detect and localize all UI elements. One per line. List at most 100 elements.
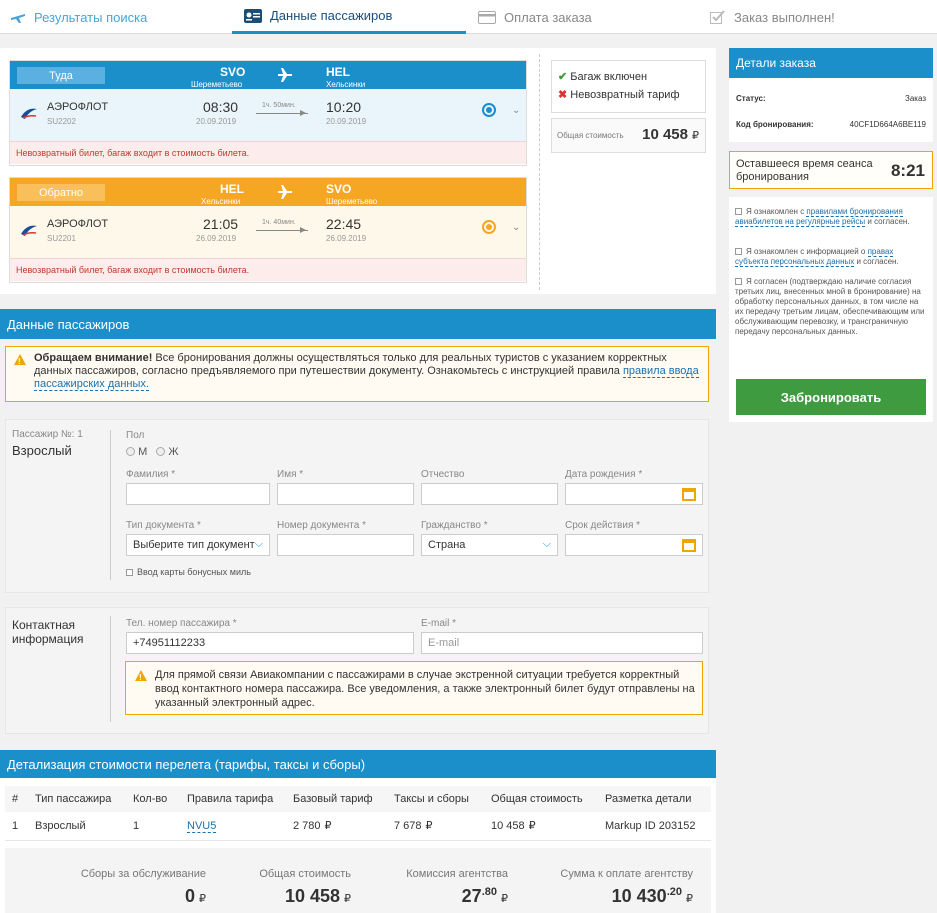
agree-rules: Я ознакомлен с правилами бронирования ав…	[735, 207, 910, 227]
agree-personal-data-checkbox[interactable]	[735, 278, 742, 285]
origin-city: Хельсинки	[201, 197, 241, 206]
rules-link[interactable]: правилами бронирования авиабилетов на ре…	[735, 207, 903, 227]
fare-conditions: ✔ Багаж включен ✖ Невозвратный тариф	[551, 60, 706, 113]
birth-date-input[interactable]	[565, 483, 703, 505]
warning-icon	[135, 670, 147, 685]
select-flight-radio[interactable]	[482, 220, 496, 234]
fare-warning: Невозвратный билет, багаж входит в стоим…	[10, 258, 526, 281]
check-icon: ✔	[558, 71, 568, 83]
bonus-card-option[interactable]: Ввод карты бонусных миль	[126, 567, 251, 577]
phone-input[interactable]: +74951112233	[126, 632, 414, 654]
order-details: Детали заказа Статус: Заказ Код брониров…	[729, 48, 933, 142]
fare-summary: ✔ Багаж включен ✖ Невозвратный тариф Общ…	[551, 60, 706, 153]
contact-form: Контактная информация Тел. номер пассажи…	[5, 607, 709, 734]
citizenship-select[interactable]: Страна ⌵	[421, 534, 558, 556]
agree-personal-data: Я согласен (подтверждаю наличие согласия…	[735, 277, 925, 336]
step-search-results[interactable]: Результаты поиска	[10, 0, 147, 34]
arrow-right-icon	[256, 110, 308, 116]
gender-options: М Ж	[126, 446, 179, 458]
amount-payable: Сумма к оплате агентству 10 430.20₽	[560, 868, 693, 906]
destination-code: HEL	[326, 65, 350, 79]
inbound-segment: Обратно HEL Хельсинки SVO Шереметьево АЭ…	[9, 177, 527, 283]
outbound-body: АЭРОФЛОТ SU2202 08:30 20.09.2019 1ч. 50м…	[10, 89, 526, 141]
passengers-title: Данные пассажиров	[0, 309, 716, 339]
chevron-down-icon: ⌵	[254, 538, 263, 550]
timer-value: 8:21	[890, 161, 925, 180]
agree-rules-checkbox[interactable]	[735, 208, 742, 215]
passenger-type: Взрослый	[12, 443, 72, 458]
cross-icon: ✖	[558, 89, 568, 101]
table-row: 1 Взрослый 1 NVU5 2 780 ₽ 7 678 ₽ 10 458 ₽ …	[5, 812, 711, 841]
plane-icon	[10, 10, 26, 24]
totals: Сборы за обслуживание 0 ₽ Общая стоимость…	[5, 848, 711, 913]
chevron-down-icon: ⌵	[542, 538, 551, 550]
aeroflot-logo-icon	[19, 103, 39, 126]
destination-city: Хельсинки	[326, 80, 366, 89]
agreements: Я ознакомлен с правилами бронирования ав…	[729, 197, 933, 422]
passenger-rules-link[interactable]: правила ввода пассажирских данных.	[34, 365, 699, 391]
divider	[539, 54, 540, 290]
fare-warning: Невозвратный билет, багаж входит в стоим…	[10, 141, 526, 164]
gender-m-radio[interactable]: М	[126, 446, 147, 458]
arrival-date: 26.09.2019	[326, 234, 367, 243]
name-input[interactable]	[277, 483, 414, 505]
id-card-icon	[244, 8, 262, 23]
table-header: # Тип пассажира Кол-во Правила тарифа Ба…	[5, 786, 711, 812]
direction-badge: Туда	[17, 67, 105, 84]
destination-code: SVO	[326, 182, 352, 196]
gender-f-radio[interactable]: Ж	[156, 446, 179, 458]
outbound-segment: Туда SVO Шереметьево HEL Хельсинки АЭРОФ…	[9, 60, 527, 166]
flight-duration: 1ч. 50мин.	[262, 102, 296, 109]
departure-time: 08:30	[203, 99, 239, 115]
step-order-complete[interactable]: Заказ выполнен!	[710, 0, 835, 34]
flight-number: SU2201	[47, 234, 76, 243]
email-input[interactable]: E-mail	[421, 632, 703, 654]
cost-table: # Тип пассажира Кол-во Правила тарифа Ба…	[5, 786, 711, 841]
booking-code: 40CF1D664A6BE119	[849, 120, 926, 129]
flight-number: SU2202	[47, 117, 76, 126]
origin-code: SVO	[220, 65, 246, 79]
calendar-icon[interactable]	[682, 539, 696, 552]
agree-rights-checkbox[interactable]	[735, 248, 742, 255]
calendar-icon[interactable]	[682, 488, 696, 501]
direction-badge: Обратно	[17, 184, 105, 201]
non-refundable: ✖ Невозвратный тариф	[558, 89, 680, 101]
airline-name: АЭРОФЛОТ	[47, 101, 109, 113]
total-price-box: Общая стоимость 10 458 ₽	[551, 118, 706, 153]
airline-name: АЭРОФЛОТ	[47, 218, 109, 230]
origin-code: HEL	[220, 182, 244, 196]
plane-icon	[278, 185, 292, 202]
origin-city: Шереметьево	[191, 80, 243, 89]
surname-input[interactable]	[126, 483, 270, 505]
rights-link[interactable]: правах субъекта персональных данных	[735, 247, 894, 267]
arrival-date: 20.09.2019	[326, 117, 367, 126]
chevron-down-icon[interactable]: ⌄	[512, 222, 521, 233]
total-cost: Общая стоимость 10 458 ₽	[259, 868, 351, 906]
session-timer: Оставшееся время сеанса бронирования 8:2…	[729, 151, 933, 189]
passenger-number: Пассажир №: 1	[12, 429, 83, 440]
outbound-header: Туда SVO Шереметьево HEL Хельсинки	[10, 61, 526, 89]
patronymic-input[interactable]	[421, 483, 558, 505]
document-number-input[interactable]	[277, 534, 414, 556]
agency-commission: Комиссия агентства 27.80₽	[406, 868, 508, 906]
book-button[interactable]: Забронировать	[736, 379, 926, 415]
chevron-down-icon[interactable]: ⌄	[512, 105, 521, 116]
total-price: 10 458 ₽	[642, 126, 699, 143]
bonus-card-checkbox[interactable]	[126, 569, 133, 576]
departure-date: 20.09.2019	[196, 117, 237, 126]
inbound-header: Обратно HEL Хельсинки SVO Шереметьево	[10, 178, 526, 206]
step-passenger-data[interactable]: Данные пассажиров	[232, 0, 466, 34]
document-type-select[interactable]: Выберите тип документ ⌵	[126, 534, 270, 556]
divider	[110, 430, 111, 580]
service-fee: Сборы за обслуживание 0 ₽	[80, 868, 206, 906]
destination-city: Шереметьево	[326, 197, 378, 206]
expiry-date-input[interactable]	[565, 534, 703, 556]
select-flight-radio[interactable]: .r1:after{}	[482, 103, 496, 117]
step-payment[interactable]: Оплата заказа	[478, 0, 592, 34]
arrival-time: 10:20	[326, 99, 362, 115]
cost-breakdown: Детализация стоимости перелета (тарифы, …	[0, 750, 716, 913]
cost-title: Детализация стоимости перелета (тарифы, …	[0, 750, 716, 778]
arrow-right-icon	[256, 227, 308, 233]
fare-rules-link[interactable]: NVU5	[187, 819, 217, 833]
passenger-form: Пассажир №: 1 Взрослый Пол М Ж Фамилия *…	[5, 419, 709, 593]
